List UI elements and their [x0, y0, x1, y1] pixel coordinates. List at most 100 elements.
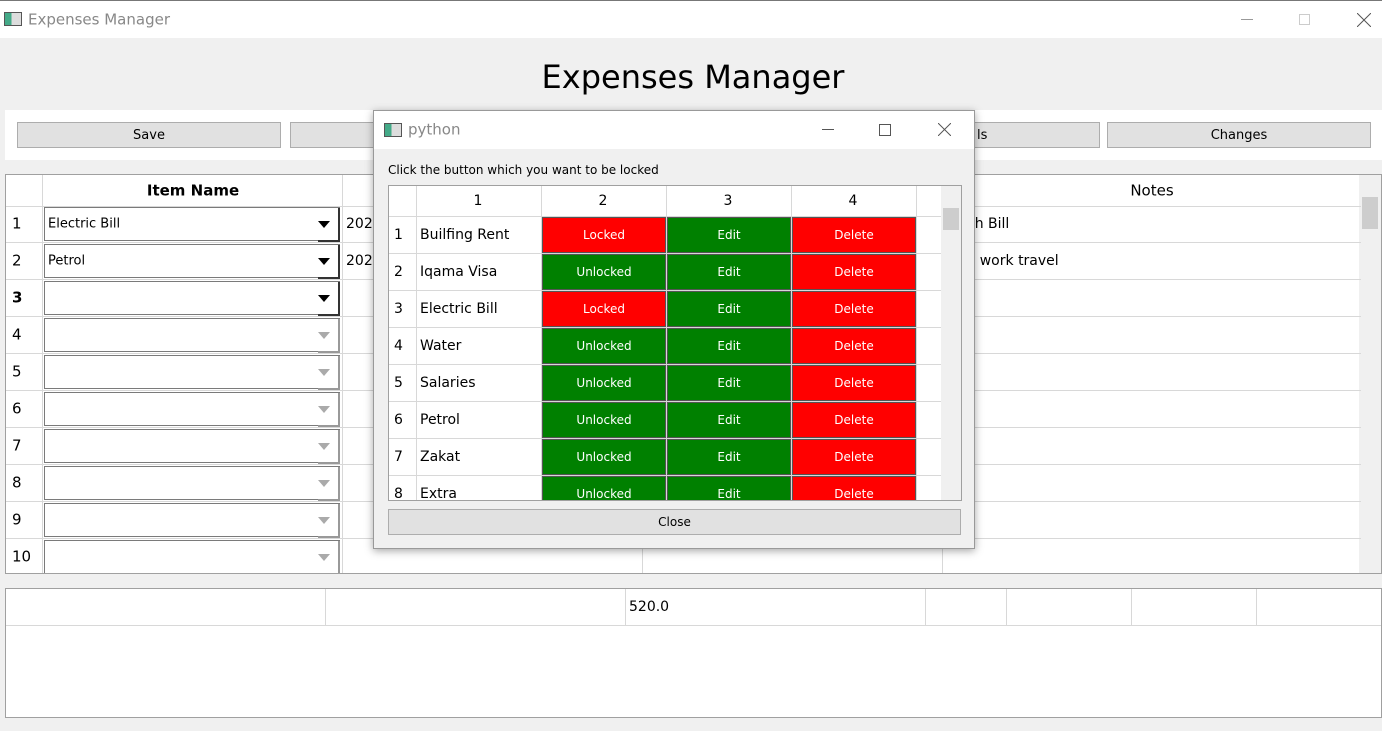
edit-button[interactable]: Edit	[667, 254, 791, 290]
edit-button[interactable]: Edit	[667, 291, 791, 327]
edit-button[interactable]: Edit	[667, 402, 791, 438]
combo-box[interactable]: Petrol	[44, 244, 340, 279]
minimize[interactable]	[1241, 19, 1253, 20]
toolbar-button[interactable]: Save	[17, 122, 281, 148]
delete-button[interactable]: Delete	[792, 328, 916, 364]
status-button[interactable]: Unlocked	[542, 328, 666, 364]
maximize[interactable]	[879, 124, 891, 136]
grid-line	[6, 625, 1381, 626]
item-name: Petrol	[420, 412, 460, 428]
close-button[interactable]: Close	[388, 509, 961, 535]
row-number: 9	[12, 510, 22, 529]
app-icon	[384, 123, 402, 137]
combo-edge	[318, 393, 340, 427]
row-number: 1	[394, 227, 403, 243]
delete-button[interactable]: Delete	[792, 291, 916, 327]
close-dialog[interactable]	[938, 123, 951, 136]
status-button[interactable]: Locked	[542, 291, 666, 327]
delete-button[interactable]: Delete	[792, 365, 916, 401]
dialog-title: python	[408, 120, 461, 139]
combo-box[interactable]	[44, 540, 340, 573]
grid-line	[925, 589, 926, 626]
item-name: Zakat	[420, 449, 461, 465]
grid-line	[325, 589, 326, 626]
combo-box[interactable]	[44, 466, 340, 501]
combo-edge	[318, 208, 340, 242]
grid-line	[389, 290, 941, 291]
grid-line	[389, 253, 941, 254]
combo-arrow	[318, 406, 330, 413]
combo-box[interactable]: Electric Bill	[44, 207, 340, 242]
cell-text: ch Bill	[967, 216, 1010, 232]
combo-edge	[318, 504, 340, 538]
row-number: 7	[394, 449, 403, 465]
combo-box[interactable]	[44, 392, 340, 427]
row-number: 8	[12, 473, 22, 492]
row-number: 2	[394, 264, 403, 280]
edit-button[interactable]: Edit	[667, 439, 791, 475]
grid-line	[389, 364, 941, 365]
edit-button[interactable]: Edit	[667, 365, 791, 401]
button-label: Changes	[1210, 127, 1268, 143]
grid-line	[389, 401, 941, 402]
grid-line	[389, 438, 941, 439]
status-button[interactable]: Locked	[542, 217, 666, 253]
maximize[interactable]	[1299, 14, 1310, 25]
status-button[interactable]: Unlocked	[542, 402, 666, 438]
status-button[interactable]: Unlocked	[542, 254, 666, 290]
edit-button[interactable]: Edit	[667, 328, 791, 364]
status-button[interactable]: Unlocked	[542, 365, 666, 401]
combo-box[interactable]	[44, 281, 340, 316]
toolbar-button[interactable]: Changes	[1107, 122, 1371, 148]
button-label: ls	[977, 127, 988, 143]
item-name: Extra	[420, 486, 457, 501]
row-number: 3	[12, 288, 23, 307]
delete-button[interactable]: Delete	[792, 439, 916, 475]
combo-box[interactable]	[44, 355, 340, 390]
delete-button[interactable]: Delete	[792, 476, 916, 500]
grid-line	[42, 175, 43, 573]
row-number: 10	[12, 547, 32, 566]
combo-box[interactable]	[44, 318, 340, 353]
row-number: 6	[12, 399, 22, 418]
combo-arrow	[318, 258, 330, 265]
item-name: Salaries	[420, 375, 476, 391]
status-button[interactable]: Unlocked	[542, 476, 666, 500]
combo-arrow	[318, 221, 330, 228]
button-label: Save	[133, 127, 165, 143]
combo-arrow	[318, 332, 330, 339]
delete-button[interactable]: Delete	[792, 402, 916, 438]
grid-line	[342, 175, 343, 573]
combo-edge	[318, 356, 340, 390]
row-number: 4	[394, 338, 403, 354]
grid-line	[389, 327, 941, 328]
close-window[interactable]	[1357, 13, 1371, 27]
scroll-thumb[interactable]	[943, 208, 959, 230]
scroll-thumb[interactable]	[1362, 197, 1378, 229]
column-header: 2	[598, 193, 608, 209]
grid-line	[389, 475, 941, 476]
dialog-table: 1 2 3 4 1 Builfing Rent Locked Edit Delete 2 Iqama…	[388, 185, 962, 501]
row-number: 8	[394, 486, 403, 501]
item-name: Electric Bill	[420, 301, 498, 317]
grid-line	[541, 186, 542, 500]
edit-button[interactable]: Edit	[667, 476, 791, 500]
grid-line	[1006, 589, 1007, 626]
scrollbar[interactable]	[941, 186, 961, 500]
edit-button[interactable]: Edit	[667, 217, 791, 253]
status-button[interactable]: Unlocked	[542, 439, 666, 475]
combo-edge	[318, 282, 340, 316]
row-number: 6	[394, 412, 403, 428]
delete-button[interactable]: Delete	[792, 217, 916, 253]
instruction: Click the button which you want to be lo…	[388, 163, 659, 177]
scrollbar[interactable]	[1359, 175, 1381, 573]
grid-line	[625, 589, 626, 626]
app-icon	[4, 12, 22, 26]
item-name: Builfing Rent	[420, 227, 510, 243]
dialog-title-bar: python	[374, 111, 974, 149]
cell-text: 2023	[346, 253, 382, 269]
combo-box[interactable]	[44, 429, 340, 464]
minimize[interactable]	[822, 129, 834, 130]
delete-button[interactable]: Delete	[792, 254, 916, 290]
combo-box[interactable]	[44, 503, 340, 538]
